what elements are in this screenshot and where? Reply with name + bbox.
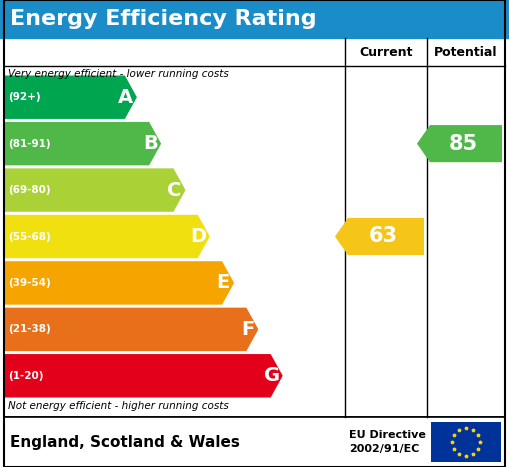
Polygon shape bbox=[5, 308, 259, 351]
Bar bbox=[0, 0, 509, 38]
Text: E: E bbox=[216, 274, 230, 292]
Text: 85: 85 bbox=[449, 134, 478, 154]
Polygon shape bbox=[335, 218, 424, 255]
Text: Energy Efficiency Rating: Energy Efficiency Rating bbox=[10, 9, 317, 29]
Polygon shape bbox=[5, 354, 282, 397]
Polygon shape bbox=[5, 122, 161, 165]
Text: Potential: Potential bbox=[434, 45, 498, 58]
Text: EU Directive: EU Directive bbox=[349, 430, 426, 440]
Text: Very energy efficient - lower running costs: Very energy efficient - lower running co… bbox=[8, 69, 229, 79]
Text: (55-68): (55-68) bbox=[8, 232, 51, 241]
Text: (81-91): (81-91) bbox=[8, 139, 50, 149]
Polygon shape bbox=[5, 215, 210, 258]
Text: G: G bbox=[264, 366, 280, 385]
Bar bbox=[4, 417, 505, 467]
Text: D: D bbox=[191, 227, 207, 246]
Text: Not energy efficient - higher running costs: Not energy efficient - higher running co… bbox=[8, 401, 229, 411]
Text: (92+): (92+) bbox=[8, 92, 41, 102]
Text: 2002/91/EC: 2002/91/EC bbox=[349, 444, 419, 454]
Text: B: B bbox=[143, 134, 158, 153]
Text: (39-54): (39-54) bbox=[8, 278, 51, 288]
Text: C: C bbox=[167, 181, 182, 199]
Text: 63: 63 bbox=[369, 226, 398, 247]
Text: Current: Current bbox=[359, 45, 413, 58]
Text: A: A bbox=[118, 88, 133, 107]
Text: (1-20): (1-20) bbox=[8, 371, 43, 381]
Polygon shape bbox=[5, 169, 185, 212]
Text: England, Scotland & Wales: England, Scotland & Wales bbox=[10, 434, 240, 450]
Polygon shape bbox=[417, 125, 502, 162]
Polygon shape bbox=[5, 261, 234, 304]
Polygon shape bbox=[5, 76, 137, 119]
Bar bbox=[431, 422, 501, 462]
Text: (21-38): (21-38) bbox=[8, 325, 51, 334]
Bar bbox=[4, 38, 505, 417]
Text: (69-80): (69-80) bbox=[8, 185, 50, 195]
Text: F: F bbox=[241, 320, 254, 339]
